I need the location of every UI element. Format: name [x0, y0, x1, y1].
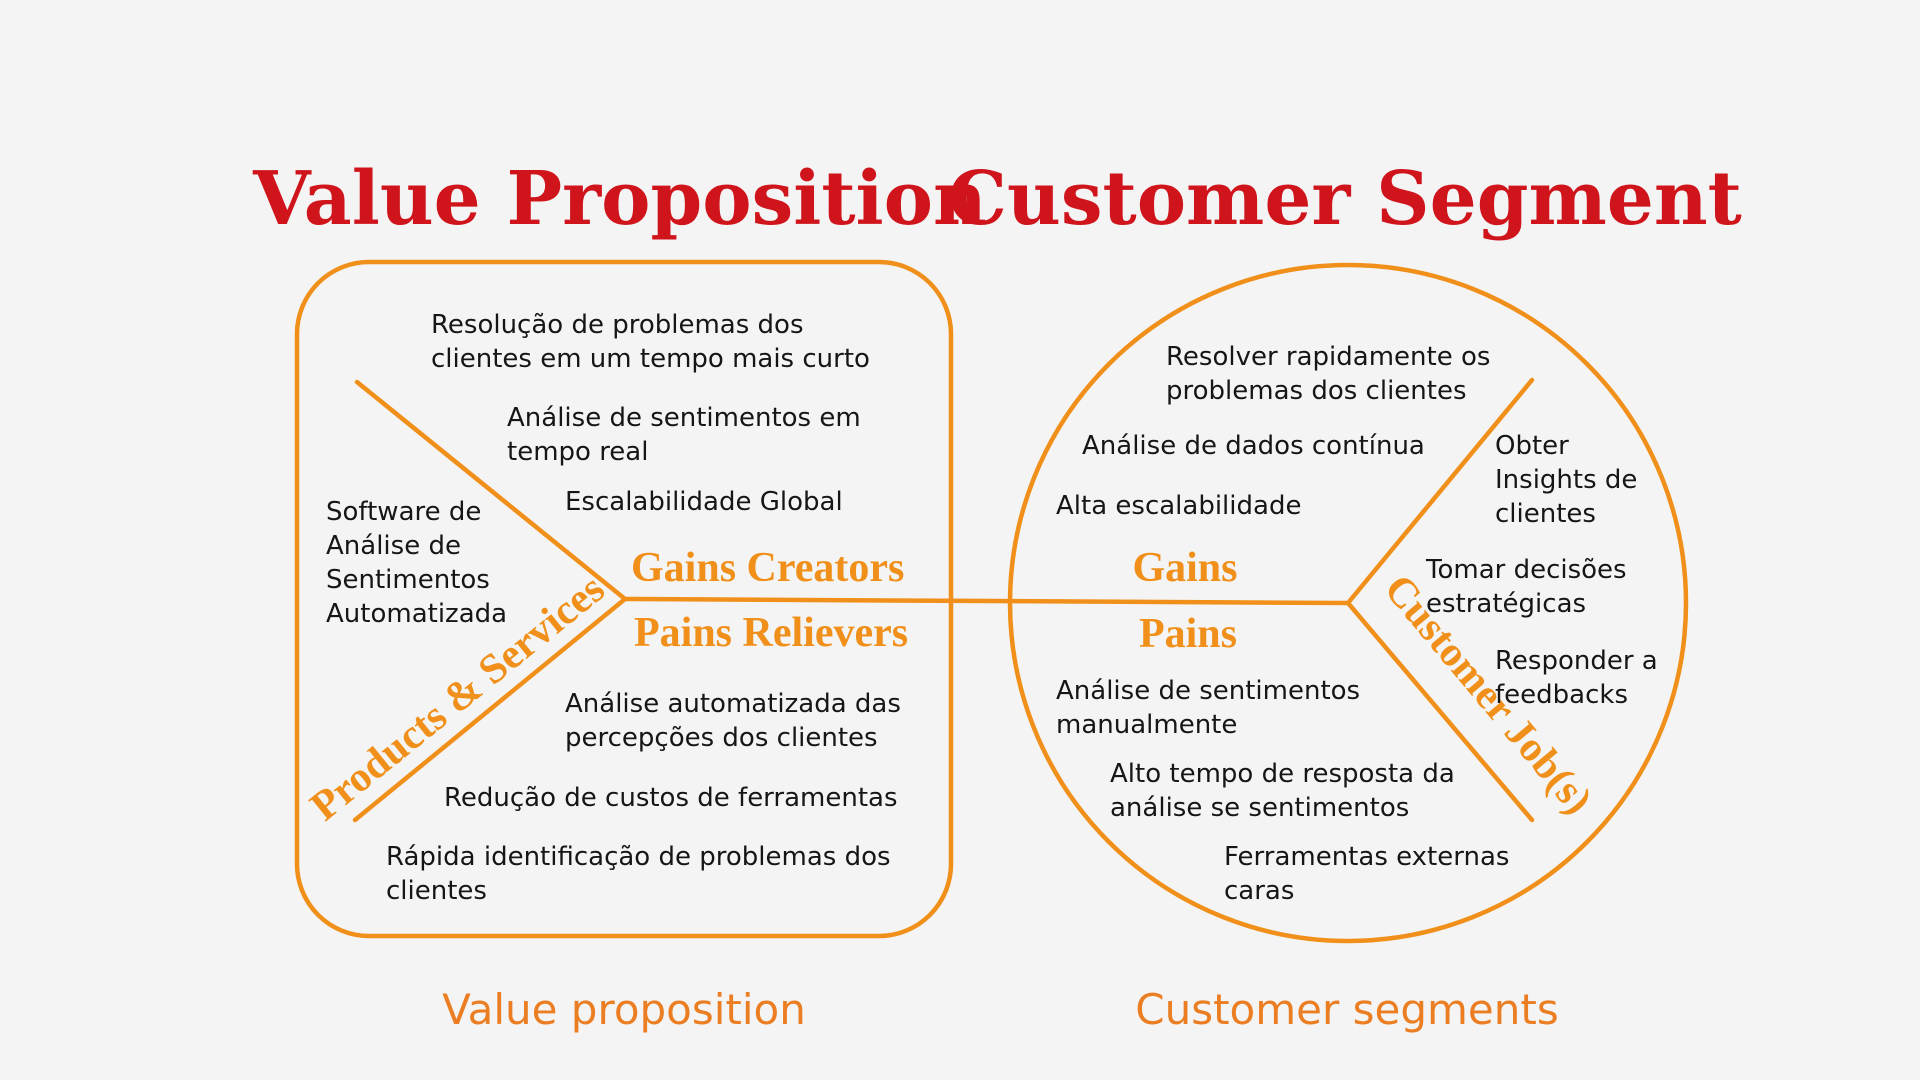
pains-reliever-line: clientes [386, 876, 487, 906]
pain-item: Ferramentas externas caras [1224, 842, 1518, 906]
products-services-line: Automatizada [326, 599, 507, 629]
products-lower-divider [352, 596, 628, 823]
gain-item: Análise de dados contínua [1082, 431, 1425, 461]
pains-reliever-item: Análise automatizada das percepções dos … [565, 689, 909, 753]
products-services-text: Software de Análise de Sentimentos Autom… [326, 497, 507, 629]
customer-job-line: clientes [1495, 499, 1596, 529]
pains-reliever-item: Redução de custos de ferramentas [444, 783, 898, 813]
pains-reliever-item: Rápida identificação de problemas dos cl… [386, 842, 899, 906]
gain-line: Análise de dados contínua [1082, 431, 1425, 461]
customer-job-line: Tomar decisões [1425, 555, 1627, 585]
pains-reliever-line: Redução de custos de ferramentas [444, 783, 898, 813]
gains-creator-line: Escalabilidade Global [565, 487, 843, 517]
gains-creator-line: Análise de sentimentos em [507, 403, 861, 433]
gains-label: Gains [1132, 545, 1237, 591]
pains-reliever-line: Rápida identificação de problemas dos [386, 842, 891, 872]
customer-job-item: Tomar decisões estratégicas [1425, 555, 1635, 619]
pain-line: manualmente [1056, 710, 1237, 740]
customer-job-line: Responder a [1495, 646, 1658, 676]
customer-job-line: feedbacks [1495, 680, 1628, 710]
products-services-line: Software de [326, 497, 481, 527]
customer-job-item: Obter Insights de clientes [1495, 431, 1646, 529]
pain-item: Alto tempo de resposta da análise se sen… [1110, 759, 1463, 823]
gains-creator-line: tempo real [507, 437, 648, 467]
gains-creator-line: Resolução de problemas dos [431, 310, 804, 340]
pains-reliever-line: Análise automatizada das [565, 689, 901, 719]
customer-job-item: Responder a feedbacks [1495, 646, 1666, 710]
pain-line: Ferramentas externas [1224, 842, 1509, 872]
connector-line [622, 596, 1351, 606]
gains-creator-item: Escalabilidade Global [565, 487, 843, 517]
pains-relievers-label: Pains Relievers [634, 610, 908, 656]
pain-item: Análise de sentimentos manualmente [1056, 676, 1368, 740]
products-upper-divider [354, 379, 628, 602]
gains-creators-label: Gains Creators [631, 545, 904, 591]
customer-segments-caption: Customer segments [1135, 985, 1558, 1034]
gains-creator-line: clientes em um tempo mais curto [431, 344, 870, 374]
pains-label: Pains [1139, 611, 1237, 657]
customer-job-line: estratégicas [1426, 589, 1586, 619]
customer-segment-title: Customer Segment [948, 156, 1742, 242]
jobs-lower-divider [1345, 600, 1535, 823]
pain-line: Análise de sentimentos [1056, 676, 1360, 706]
pain-line: análise se sentimentos [1110, 793, 1409, 823]
products-services-line: Análise de [326, 531, 461, 561]
customer-job-line: Insights de [1495, 465, 1637, 495]
gain-line: Resolver rapidamente os [1166, 342, 1490, 372]
value-proposition-caption: Value proposition [442, 985, 806, 1034]
gains-creator-item: Resolução de problemas dos clientes em u… [431, 310, 870, 374]
gain-line: Alta escalabilidade [1056, 491, 1301, 521]
customer-job-line: Obter [1495, 431, 1569, 461]
products-services-line: Sentimentos [326, 565, 490, 595]
gain-item: Alta escalabilidade [1056, 491, 1301, 521]
pain-line: caras [1224, 876, 1294, 906]
pains-reliever-line: percepções dos clientes [565, 723, 878, 753]
jobs-upper-divider [1345, 377, 1535, 606]
gains-creator-item: Análise de sentimentos em tempo real [507, 403, 869, 467]
pain-line: Alto tempo de resposta da [1110, 759, 1455, 789]
value-proposition-title: Value Proposition [252, 156, 987, 242]
gain-line: problemas dos clientes [1166, 376, 1467, 406]
gain-item: Resolver rapidamente os problemas dos cl… [1166, 342, 1499, 406]
customer-profile-circle [1007, 262, 1689, 944]
